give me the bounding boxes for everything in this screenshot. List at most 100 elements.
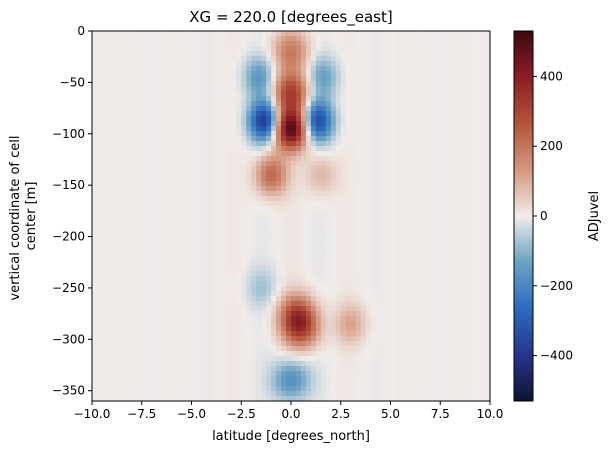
heatmap-cell <box>96 31 103 37</box>
heatmap-cell <box>400 151 407 157</box>
heatmap-cell <box>340 281 347 287</box>
heatmap-cell <box>226 331 232 337</box>
heatmap-cell <box>191 96 198 102</box>
heatmap-cell <box>295 176 302 182</box>
heatmap-cell <box>315 251 322 257</box>
heatmap-cell <box>166 146 173 152</box>
heatmap-cell <box>96 116 103 122</box>
heatmap-cell <box>415 166 421 172</box>
heatmap-cell <box>106 351 113 357</box>
heatmap-cell <box>325 261 332 267</box>
heatmap-cell <box>151 231 158 237</box>
heatmap-cell <box>330 41 337 47</box>
heatmap-cell <box>146 191 153 197</box>
heatmap-cell <box>171 221 178 227</box>
heatmap-cell <box>241 316 247 322</box>
heatmap-cell <box>380 116 387 122</box>
heatmap-cell <box>241 371 247 377</box>
heatmap-cell <box>405 171 411 177</box>
heatmap-cell <box>246 376 252 382</box>
heatmap-cell <box>315 111 322 117</box>
heatmap-cell <box>281 271 287 277</box>
heatmap-cell <box>300 111 307 117</box>
heatmap-cell <box>206 136 212 142</box>
heatmap-cell <box>405 136 411 142</box>
heatmap-cell <box>345 366 352 372</box>
heatmap-cell <box>420 281 426 287</box>
heatmap-cell <box>196 251 203 257</box>
heatmap-cell <box>340 221 347 227</box>
heatmap-cell <box>385 156 392 162</box>
heatmap-cell <box>251 36 257 42</box>
heatmap-cell <box>276 341 282 347</box>
heatmap-cell <box>246 241 252 247</box>
heatmap-cell <box>291 121 297 127</box>
heatmap-cell <box>400 356 407 362</box>
heatmap-cell <box>375 271 382 277</box>
heatmap-cell <box>131 116 138 122</box>
heatmap-cell <box>410 351 416 357</box>
heatmap-cell <box>315 171 322 177</box>
heatmap-cell <box>176 216 183 222</box>
heatmap-cell <box>166 41 173 47</box>
heatmap-cell <box>360 246 367 252</box>
heatmap-cell <box>216 341 222 347</box>
heatmap-cell <box>335 101 342 107</box>
heatmap-cell <box>320 221 327 227</box>
heatmap-cell <box>146 101 153 107</box>
heatmap-cell <box>420 276 426 282</box>
heatmap-cell <box>156 76 163 82</box>
heatmap-cell <box>111 271 118 277</box>
heatmap-cell <box>310 176 317 182</box>
heatmap-cell <box>121 126 128 132</box>
heatmap-cell <box>360 211 367 217</box>
heatmap-cell <box>256 196 262 202</box>
heatmap-cell <box>375 201 382 207</box>
heatmap-cell <box>395 376 402 382</box>
heatmap-cell <box>116 306 123 312</box>
heatmap-cell <box>276 96 282 102</box>
heatmap-cell <box>355 261 362 267</box>
heatmap-cell <box>121 101 128 107</box>
heatmap-cell <box>335 106 342 112</box>
heatmap-cell <box>340 61 347 67</box>
heatmap-cell <box>380 86 387 92</box>
heatmap-cell <box>400 41 407 47</box>
heatmap-cell <box>291 41 297 47</box>
heatmap-cell <box>300 166 307 172</box>
heatmap-cell <box>310 341 317 347</box>
heatmap-cell <box>241 226 247 232</box>
heatmap-cell <box>226 106 232 112</box>
heatmap-cell <box>400 196 407 202</box>
heatmap-cell <box>286 361 292 367</box>
heatmap-cell <box>320 236 327 242</box>
heatmap-cell <box>291 351 297 357</box>
heatmap-cell <box>196 351 203 357</box>
heatmap-cell <box>251 246 257 252</box>
heatmap-cell <box>395 291 402 297</box>
heatmap-cell <box>231 186 237 192</box>
heatmap-cell <box>276 376 282 382</box>
heatmap-cell <box>350 261 357 267</box>
heatmap-cell <box>291 146 297 152</box>
heatmap-cell <box>136 226 143 232</box>
heatmap-cell <box>385 231 392 237</box>
heatmap-cell <box>231 316 237 322</box>
heatmap-cell <box>201 226 208 232</box>
heatmap-cell <box>181 241 188 247</box>
heatmap-cell <box>221 361 227 367</box>
heatmap-cell <box>291 386 297 392</box>
heatmap-cell <box>291 336 297 342</box>
heatmap-cell <box>236 191 242 197</box>
heatmap-cell <box>231 206 237 212</box>
heatmap-cell <box>360 386 367 392</box>
heatmap-cell <box>256 106 262 112</box>
heatmap-cell <box>360 191 367 197</box>
heatmap-cell <box>241 211 247 217</box>
heatmap-cell <box>151 301 158 307</box>
heatmap-cell <box>261 66 267 72</box>
heatmap-cell <box>126 336 133 342</box>
heatmap-cell <box>116 181 123 187</box>
heatmap-cell <box>166 51 173 57</box>
heatmap-cell <box>226 386 232 392</box>
